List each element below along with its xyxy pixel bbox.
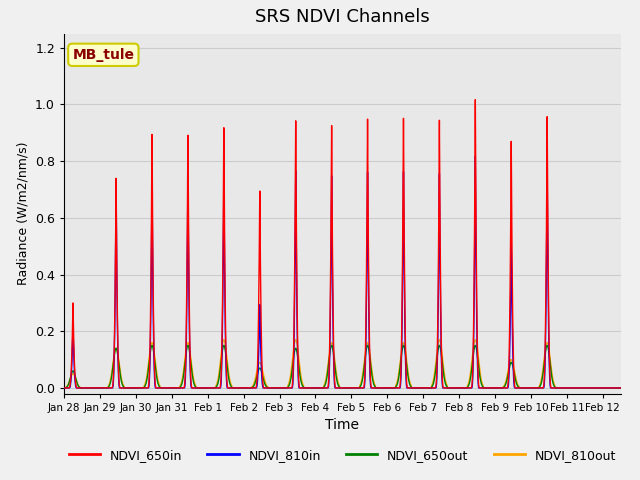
- X-axis label: Time: Time: [325, 418, 360, 432]
- Text: MB_tule: MB_tule: [72, 48, 134, 62]
- Title: SRS NDVI Channels: SRS NDVI Channels: [255, 9, 430, 26]
- Legend: NDVI_650in, NDVI_810in, NDVI_650out, NDVI_810out: NDVI_650in, NDVI_810in, NDVI_650out, NDV…: [63, 444, 621, 467]
- Y-axis label: Radiance (W/m2/nm/s): Radiance (W/m2/nm/s): [17, 142, 29, 285]
